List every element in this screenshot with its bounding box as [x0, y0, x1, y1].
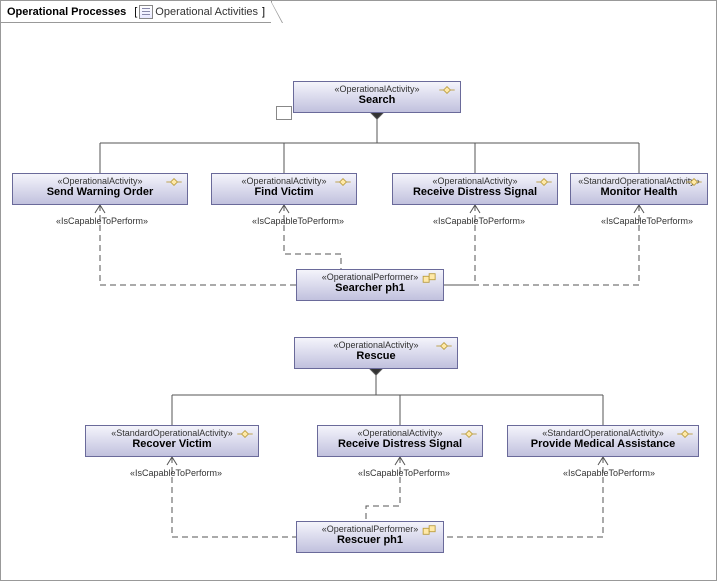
diagram-header: Operational Processes [ Operational Acti… — [1, 1, 272, 23]
activity-icon — [334, 176, 352, 188]
node-recover[interactable]: «StandardOperationalActivity»Recover Vic… — [85, 425, 259, 457]
stereotype: «StandardOperationalActivity» — [90, 428, 254, 438]
edge-label: «IsCapableToPerform» — [358, 468, 450, 478]
node-recvDist2[interactable]: «OperationalActivity»Receive Distress Si… — [317, 425, 483, 457]
node-name: Search — [298, 94, 456, 106]
stereotype: «OperationalActivity» — [322, 428, 478, 438]
stereotype: «OperationalActivity» — [299, 340, 453, 350]
stereotype: «StandardOperationalActivity» — [512, 428, 694, 438]
activity-icon — [460, 428, 478, 440]
node-name: Monitor Health — [575, 186, 703, 198]
activity-icon — [438, 84, 456, 96]
stereotype: «StandardOperationalActivity» — [575, 176, 703, 186]
node-name: Searcher ph1 — [301, 282, 439, 294]
stereotype: «OperationalActivity» — [17, 176, 183, 186]
node-name: Rescue — [299, 350, 453, 362]
activity-icon — [685, 176, 703, 188]
edge-label: «IsCapableToPerform» — [601, 216, 693, 226]
stereotype: «OperationalActivity» — [298, 84, 456, 94]
diagram-subtitle: Operational Activities — [155, 6, 258, 18]
activity-icon — [236, 428, 254, 440]
edge-label: «IsCapableToPerform» — [130, 468, 222, 478]
diagram-canvas: Operational Processes [ Operational Acti… — [0, 0, 717, 581]
edge-label: «IsCapableToPerform» — [56, 216, 148, 226]
performer-icon — [421, 524, 439, 536]
stereotype: «OperationalActivity» — [216, 176, 352, 186]
node-name: Receive Distress Signal — [322, 438, 478, 450]
edge-label: «IsCapableToPerform» — [563, 468, 655, 478]
edge-label: «IsCapableToPerform» — [252, 216, 344, 226]
node-sendWarn[interactable]: «OperationalActivity»Send Warning Order — [12, 173, 188, 205]
node-name: Send Warning Order — [17, 186, 183, 198]
node-search[interactable]: «OperationalActivity»Search — [293, 81, 461, 113]
stereotype: «OperationalPerformer» — [301, 524, 439, 534]
stereotype: «OperationalPerformer» — [301, 272, 439, 282]
node-rescue[interactable]: «OperationalActivity»Rescue — [294, 337, 458, 369]
node-rescuer[interactable]: «OperationalPerformer»Rescuer ph1 — [296, 521, 444, 553]
note-icon — [276, 106, 292, 120]
node-name: Receive Distress Signal — [397, 186, 553, 198]
stereotype: «OperationalActivity» — [397, 176, 553, 186]
node-recvDist1[interactable]: «OperationalActivity»Receive Distress Si… — [392, 173, 558, 205]
activity-icon — [676, 428, 694, 440]
activity-icon — [435, 340, 453, 352]
subtitle-open: [ — [134, 6, 137, 18]
node-name: Rescuer ph1 — [301, 534, 439, 546]
node-name: Recover Victim — [90, 438, 254, 450]
performer-icon — [421, 272, 439, 284]
node-name: Provide Medical Assistance — [512, 438, 694, 450]
edge-label: «IsCapableToPerform» — [433, 216, 525, 226]
document-icon — [139, 5, 153, 19]
node-searcher[interactable]: «OperationalPerformer»Searcher ph1 — [296, 269, 444, 301]
node-findVictim[interactable]: «OperationalActivity»Find Victim — [211, 173, 357, 205]
subtitle-close: ] — [262, 6, 265, 18]
node-name: Find Victim — [216, 186, 352, 198]
activity-icon — [535, 176, 553, 188]
diagram-title: Operational Processes — [7, 6, 126, 18]
node-provMed[interactable]: «StandardOperationalActivity»Provide Med… — [507, 425, 699, 457]
node-monHealth[interactable]: «StandardOperationalActivity»Monitor Hea… — [570, 173, 708, 205]
activity-icon — [165, 176, 183, 188]
